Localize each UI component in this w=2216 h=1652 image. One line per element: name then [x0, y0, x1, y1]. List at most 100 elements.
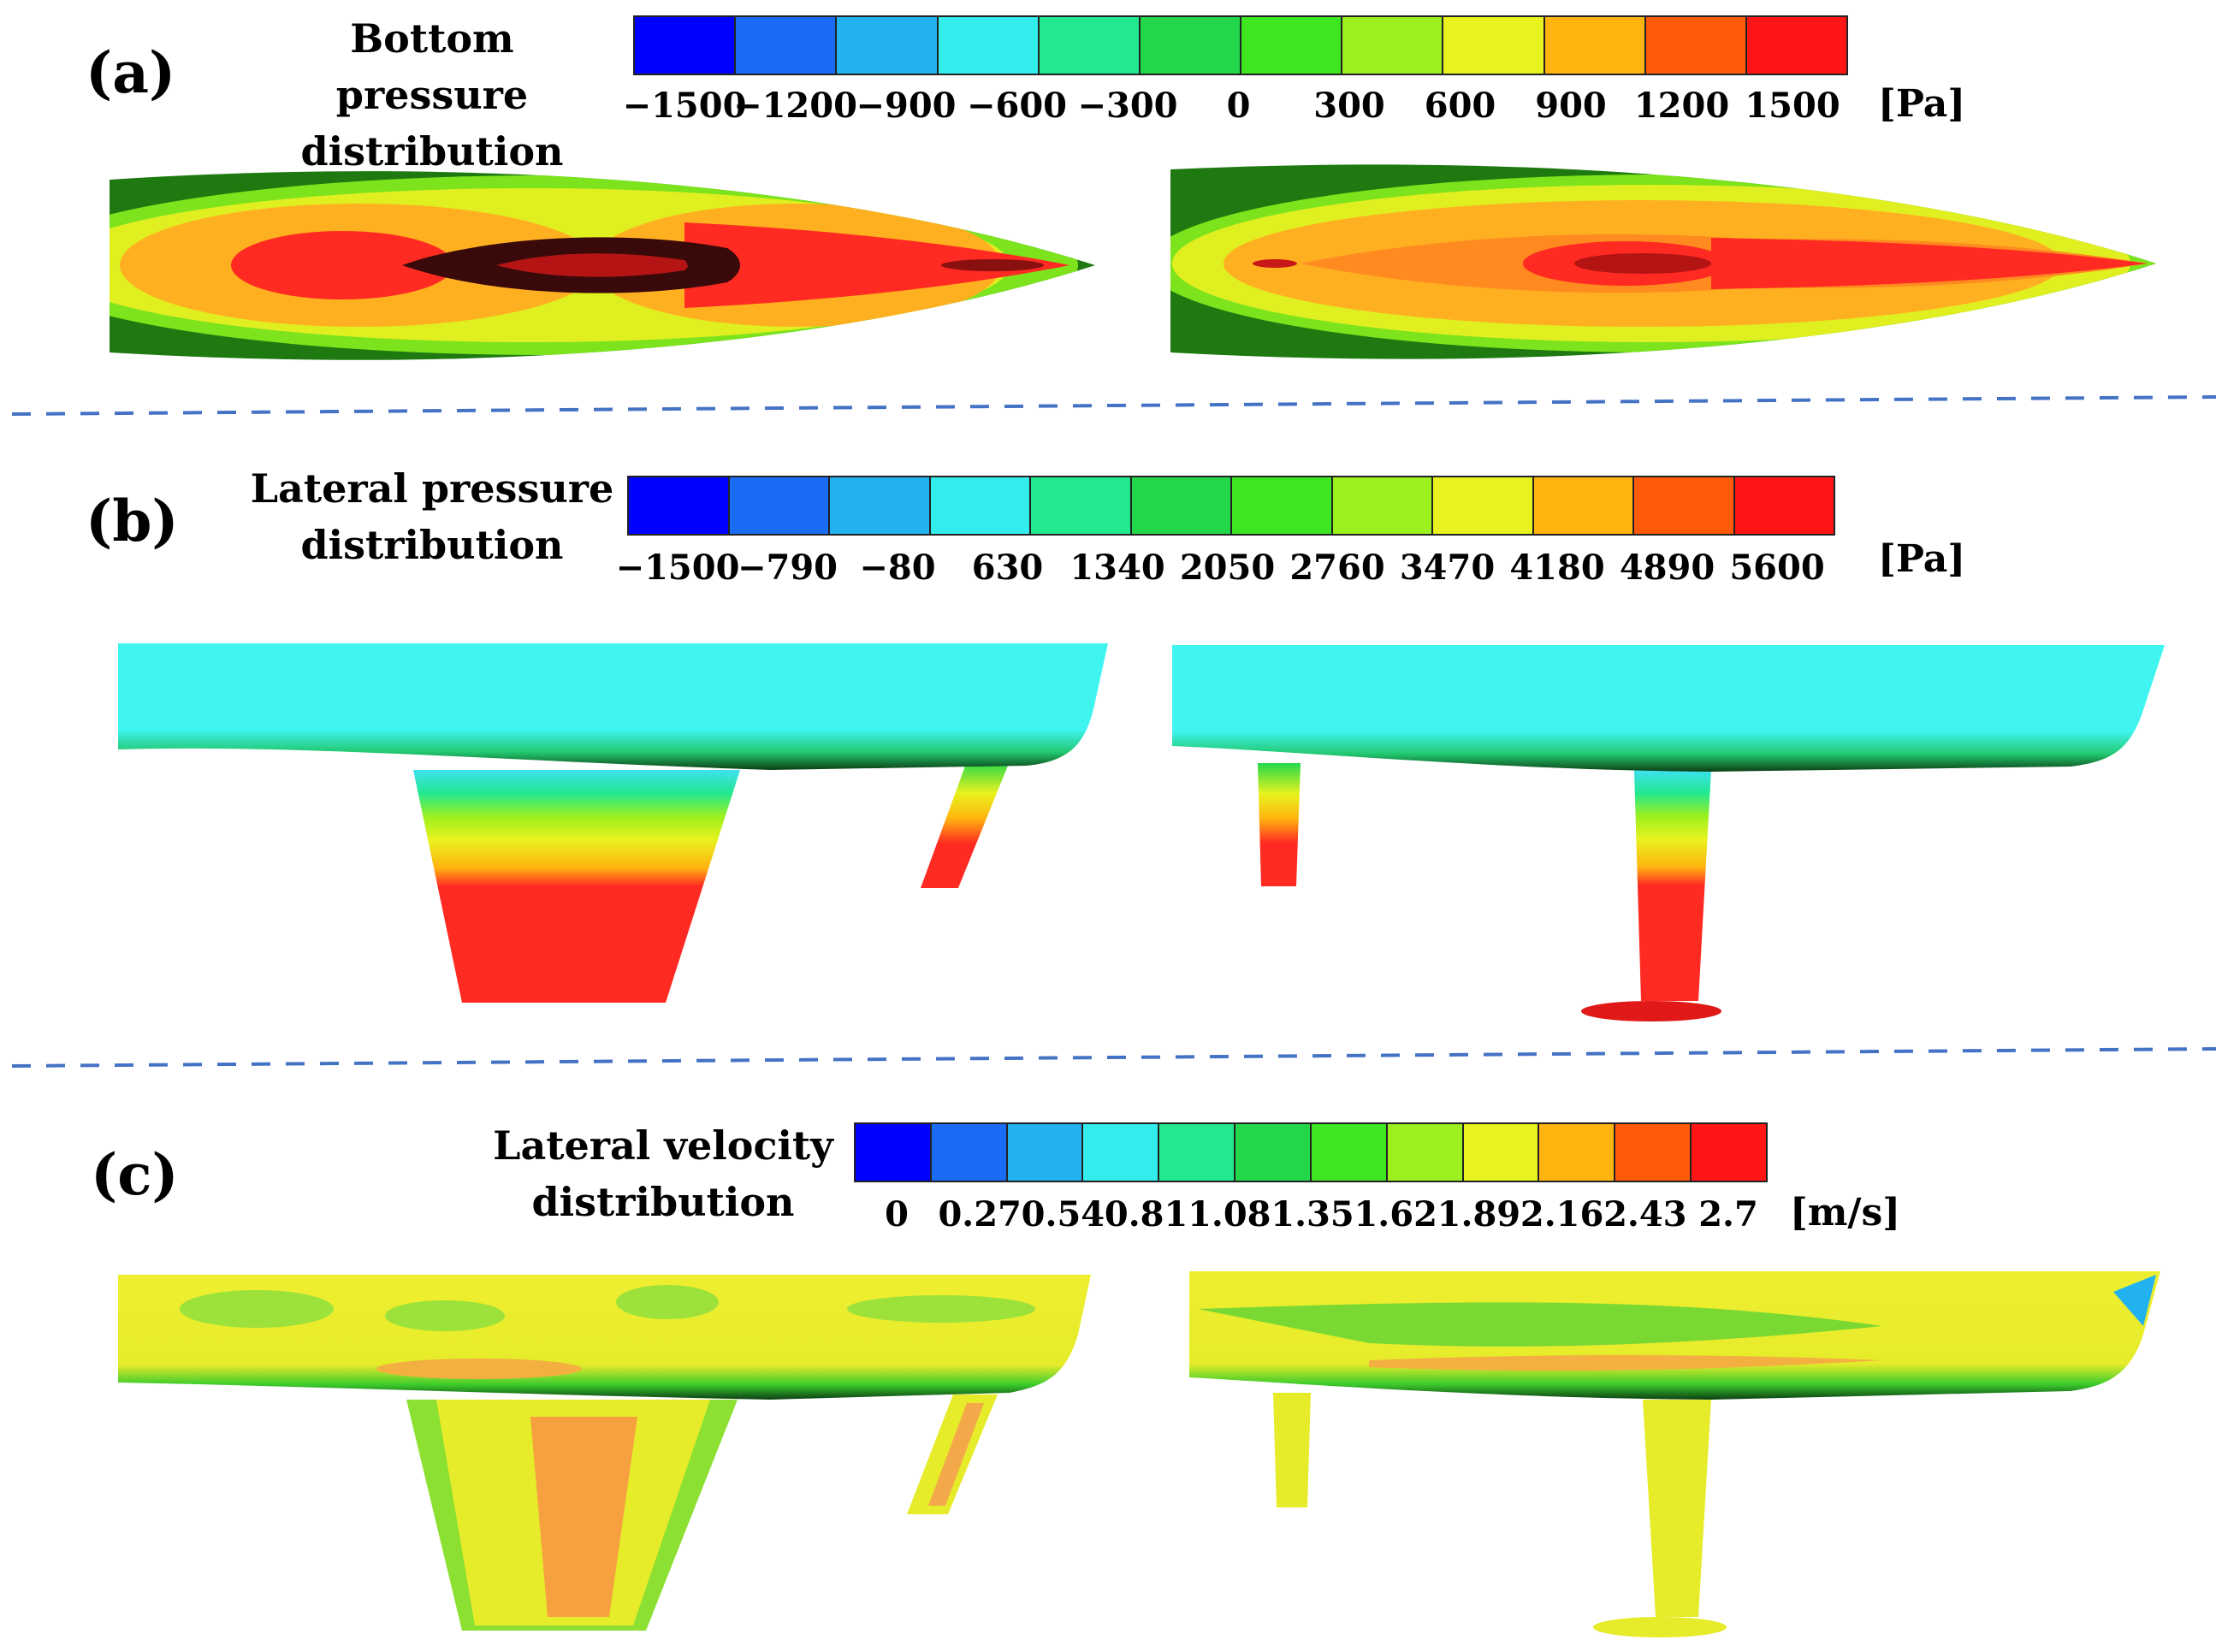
colorbar-segment: [1645, 17, 1747, 74]
legend-title-line2: distribution: [300, 128, 564, 175]
colorbar-c: [854, 1122, 1768, 1182]
colorbar-tick-label: 2.43: [1603, 1194, 1687, 1235]
panel-letter-a: (a): [86, 39, 176, 106]
colorbar-segment: [930, 477, 1031, 534]
colorbar-segment: [1342, 17, 1444, 74]
lateral-hull-right: [1172, 645, 2165, 1021]
colorbar-tick-label: 1200: [1633, 86, 1730, 126]
legend-title-line1: Lateral velocity: [493, 1122, 833, 1169]
colorbar-ticks-c: 0 0.27 0.54 0.81 1.08 1.35 1.62 1.89 2.16 2.43 2.7: [0, 1194, 2216, 1246]
colorbar-tick-label: −900: [856, 86, 957, 126]
legend-title-line1: Lateral pressure: [250, 465, 614, 512]
colorbar-segment: [1332, 477, 1433, 534]
legend-title-c: Lateral velocity distribution: [479, 1117, 847, 1230]
colorbar-segment: [1692, 1124, 1766, 1181]
colorbar-segment: [1387, 1124, 1464, 1181]
colorbar-tick-label: 4890: [1619, 548, 1715, 588]
colorbar-segment: [729, 477, 830, 534]
velocity-hull-right: [1189, 1271, 2160, 1637]
colorbar-tick-label: 4180: [1509, 548, 1605, 588]
unit-label-c: [m/s]: [1790, 1191, 1901, 1235]
lateral-hull-left: [118, 643, 1108, 1003]
colorbar-tick-label: 630: [971, 548, 1044, 588]
colorbar-ticks-b: −1500 −790 −80 630 1340 2050 2760 3470 4180 4890 5…: [0, 548, 2216, 599]
colorbar-segment: [1544, 17, 1646, 74]
colorbar-a: [633, 15, 1848, 75]
legend-title-a: Bottom pressure distribution: [248, 10, 616, 180]
bottom-hull-right: [1170, 164, 2156, 359]
colorbar-tick-label: −790: [737, 548, 838, 588]
colorbar-b: [627, 476, 1835, 536]
colorbar-tick-label: 1340: [1069, 548, 1165, 588]
colorbar-tick-label: 5600: [1729, 548, 1825, 588]
colorbar-tick-label: −1500: [622, 86, 747, 126]
colorbar-segment: [1007, 1124, 1084, 1181]
colorbar-segment: [1031, 477, 1132, 534]
colorbar-segment: [1746, 17, 1847, 74]
colorbar-segment: [1311, 1124, 1388, 1181]
colorbar-segment: [856, 1124, 932, 1181]
panel-letter-b: (b): [86, 488, 179, 554]
colorbar-segment: [1140, 17, 1242, 74]
legend-title-line1: Bottom pressure: [335, 15, 529, 118]
colorbar-tick-label: 2.16: [1520, 1194, 1604, 1235]
colorbar-segment: [931, 1124, 1008, 1181]
legend-title-line2: distribution: [300, 522, 564, 568]
colorbar-tick-label: 1500: [1745, 86, 1840, 126]
colorbar-segment: [629, 477, 730, 534]
colorbar-tick-label: 900: [1535, 86, 1607, 126]
colorbar-tick-label: 1.89: [1437, 1194, 1521, 1235]
colorbar-segment: [635, 17, 737, 74]
section-divider-2: [11, 1044, 2216, 1081]
colorbar-segment: [1241, 17, 1343, 74]
bottom-pressure-hull-views: [110, 164, 2156, 360]
colorbar-segment: [1734, 477, 1834, 534]
velocity-hull-left: [118, 1275, 1091, 1631]
colorbar-tick-label: −80: [859, 548, 936, 588]
colorbar-tick-label: −300: [1077, 86, 1178, 126]
colorbar-segment: [1131, 477, 1232, 534]
colorbar-segment: [1159, 1124, 1236, 1181]
colorbar-segment: [1232, 477, 1333, 534]
unit-label-b: [Pa]: [1878, 537, 1966, 581]
colorbar-tick-label: 2050: [1179, 548, 1276, 588]
colorbar-segment: [1443, 17, 1545, 74]
colorbar-segment: [1433, 477, 1534, 534]
colorbar-tick-label: 2.7: [1698, 1194, 1758, 1235]
legend-title-line2: distribution: [531, 1179, 795, 1225]
lateral-velocity-hull-views: [118, 1271, 2160, 1637]
colorbar-segment: [736, 17, 838, 74]
colorbar-tick-label: 300: [1313, 86, 1385, 126]
colorbar-tick-label: 1.08: [1188, 1194, 1271, 1235]
panel-letter-c: (c): [91, 1141, 179, 1208]
colorbar-tick-label: 600: [1424, 86, 1496, 126]
colorbar-segment: [1615, 1124, 1692, 1181]
colorbar-segment: [1539, 1124, 1616, 1181]
colorbar-segment: [1235, 1124, 1312, 1181]
colorbar-tick-label: 1.62: [1354, 1194, 1437, 1235]
colorbar-tick-label: 0.27: [938, 1194, 1022, 1235]
colorbar-tick-label: 1.35: [1271, 1194, 1354, 1235]
colorbar-ticks-a: −1500 −1200 −900 −600 −300 0 300 600 900 1200 1500: [0, 86, 2216, 137]
colorbar-segment: [1463, 1124, 1540, 1181]
lateral-pressure-hull-views: [118, 643, 2165, 1021]
colorbar-segment: [837, 17, 939, 74]
bottom-hull-left: [110, 171, 1095, 360]
colorbar-tick-label: −1500: [615, 548, 740, 588]
colorbar-segment: [938, 17, 1040, 74]
section-divider-1: [11, 394, 2216, 431]
legend-title-b: Lateral pressure distribution: [248, 460, 616, 573]
colorbar-tick-label: 3470: [1399, 548, 1496, 588]
colorbar-tick-label: −600: [966, 86, 1068, 126]
colorbar-tick-label: −1200: [733, 86, 857, 126]
colorbar-segment: [1533, 477, 1634, 534]
colorbar-segment: [1634, 477, 1735, 534]
unit-label-a: [Pa]: [1878, 82, 1966, 126]
colorbar-segment: [1039, 17, 1141, 74]
colorbar-tick-label: 0.54: [1021, 1194, 1105, 1235]
colorbar-tick-label: 0: [1226, 86, 1251, 126]
colorbar-tick-label: 0: [885, 1194, 909, 1235]
colorbar-segment: [1083, 1124, 1160, 1181]
colorbar-segment: [830, 477, 931, 534]
colorbar-tick-label: 0.81: [1104, 1194, 1188, 1235]
